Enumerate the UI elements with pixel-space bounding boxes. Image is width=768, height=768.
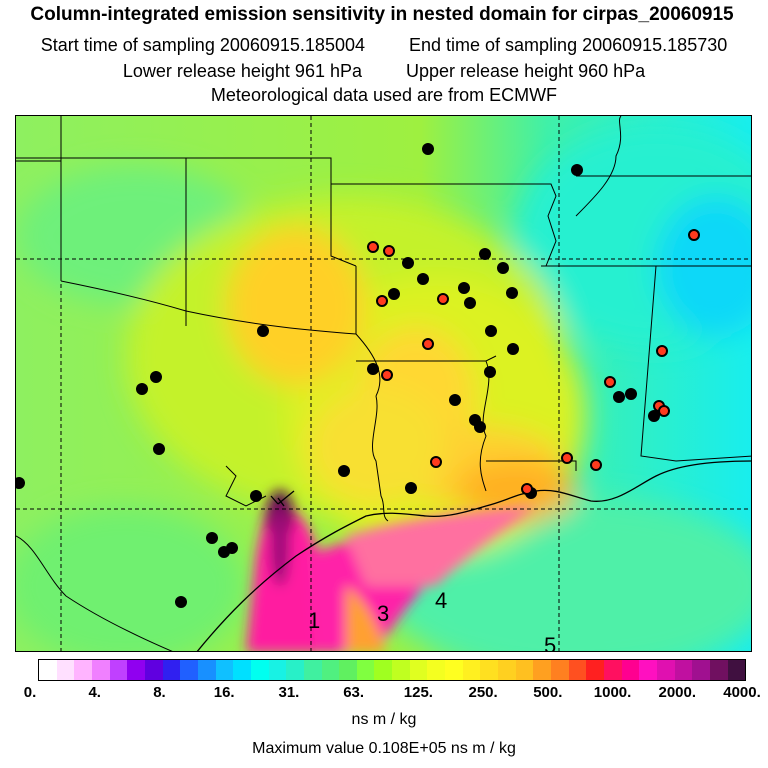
plume-label-5: 5 [544,633,556,652]
colorbar-swatch [321,660,340,680]
colorbar-swatch [692,660,710,680]
colorbar-ticks: 0. 4. 8. 16. 31. 63. 125. 250. 500. 1000. 2000. 400… [0,684,768,704]
colorbar-swatch [427,660,446,680]
release-heights: Lower release height 961 hPa Upper releas… [0,60,768,82]
colorbar-tick-label: 0. [23,684,37,701]
map-canvas: 1 3 4 5 [16,116,751,652]
colorbar-tick-label: 500. [533,684,563,701]
colorbar-swatch [639,660,657,680]
coastline [196,460,751,651]
met-data-label: Meteorological data used are from ECMWF [210,85,558,105]
start-time-label: Start time of sampling 20060915.185004 [40,35,365,55]
colorbar-swatch [621,660,640,680]
colorbar-swatch [568,660,587,680]
colorbar-tick-label: 125. [403,684,433,701]
colorbar-swatch [215,660,234,680]
colorbar-swatch [515,660,534,680]
colorbar-swatch [56,660,75,680]
plume-field [246,490,536,651]
colorbar-swatch [480,660,499,680]
colorbar-swatch [197,660,216,680]
colorbar-swatch [91,660,110,680]
lower-release-label: Lower release height 961 hPa [122,61,362,81]
political-boundaries [16,116,751,651]
colorbar-swatch [162,660,181,680]
colorbar-swatch [709,660,728,680]
colorbar-swatch [39,660,57,680]
colorbar-swatch [674,660,693,680]
colorbar-swatch [268,660,287,680]
colorbar-swatch [551,660,569,680]
colorbar-swatch [233,660,251,680]
release-marker [270,490,295,507]
colorbar-swatch [286,660,304,680]
colorbar-swatch [392,660,410,680]
plume-labels: 1 3 4 5 [308,588,556,652]
stations-black [16,143,660,608]
colorbar-swatch [533,660,552,680]
colorbar-swatch [586,660,604,680]
upper-release-label: Upper release height 960 hPa [406,61,646,81]
sampling-times: Start time of sampling 20060915.185004 En… [0,34,768,56]
colorbar-swatch [303,660,322,680]
maximum-value-label: Maximum value 0.108E+05 ns m / kg [252,740,516,757]
colorbar-tick-label: 16. [213,684,235,701]
graticule [16,116,751,651]
colorbar-tick-label: 1000. [593,684,632,701]
colorbar-swatch [356,660,375,680]
colorbar-tick-label: 4. [88,684,101,701]
end-time-label: End time of sampling 20060915.185730 [409,35,728,55]
sensitivity-map: 1 3 4 5 [15,115,752,652]
plume-label-3: 3 [377,601,389,626]
colorbar-swatch [339,660,357,680]
colorbar-tick-label: 31. [278,684,300,701]
colorbar-swatch [180,660,198,680]
colorbar-swatch [374,660,393,680]
colorbar-tick-label: 2000. [658,684,697,701]
plume-label-1: 1 [308,608,320,633]
colorbar-swatch [727,660,746,680]
colorbar-swatch [462,660,481,680]
colorbar-swatch [250,660,269,680]
colorbar-swatch [127,660,145,680]
colorbar-swatch [498,660,516,680]
colorbar-swatch [656,660,675,680]
colorbar-swatch [74,660,92,680]
colorbar-swatch [109,660,128,680]
plot-title: Column-integrated emission sensitivity i… [30,4,734,25]
colorbar-tick-label: 8. [153,684,166,701]
plume-label-4: 4 [435,588,447,613]
stations-red [367,229,700,495]
colorbar-swatch [409,660,428,680]
colorbar-swatch [604,660,622,680]
colorbar-tick-label: 250. [468,684,498,701]
colorbar-tick-label: 63. [343,684,365,701]
colorbar-swatch [144,660,163,680]
colorbar [38,659,746,681]
colorbar-tick-label: 4000. [723,684,761,701]
colorbar-unit: ns m / kg [351,711,417,728]
colorbar-swatch [445,660,463,680]
